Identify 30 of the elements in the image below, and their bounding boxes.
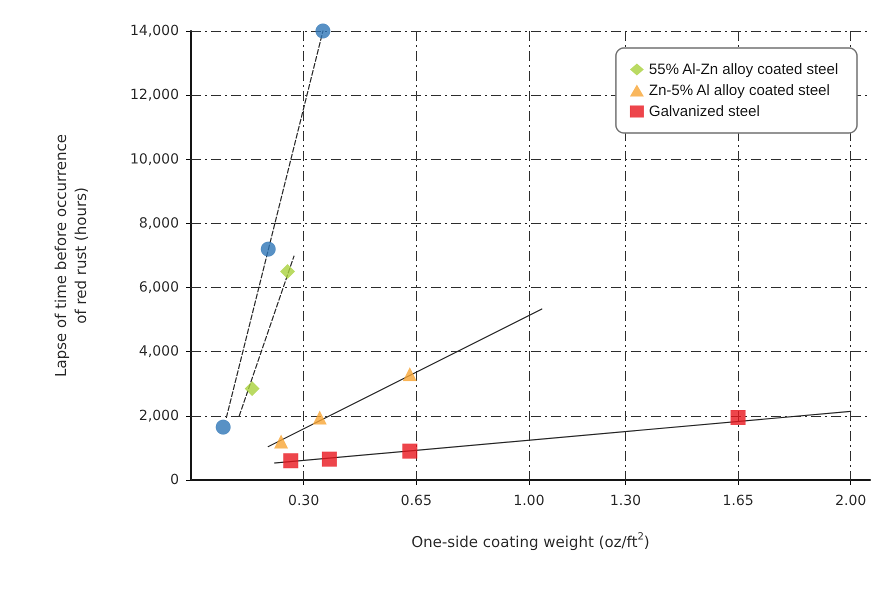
y-tick-label: 6,000	[138, 280, 179, 296]
point	[260, 242, 276, 257]
x-tick-label: 1.65	[722, 493, 754, 509]
y-tick-label: 0	[170, 472, 179, 488]
point	[283, 453, 298, 468]
point	[322, 452, 337, 467]
point	[315, 24, 330, 38]
point	[402, 444, 418, 459]
y-tick-label: 8,000	[138, 215, 179, 232]
y-tick-label: 2,000	[138, 408, 179, 424]
legend-label: Galvanized steel	[648, 103, 760, 120]
x-tick-label: 0.30	[288, 493, 320, 509]
point	[274, 434, 288, 449]
y-tick-label: 12,000	[130, 87, 179, 104]
y-tick-label: 4,000	[138, 344, 179, 360]
point	[244, 381, 260, 396]
point	[216, 420, 231, 435]
x-tick-label: 2.00	[835, 493, 866, 509]
point	[402, 367, 417, 382]
x-tick-label: 1.30	[610, 493, 642, 509]
y-tick-label: 10,000	[130, 151, 179, 168]
y-axis-title: Lapse of time before occurrence of red rust (hours)	[52, 134, 90, 377]
point	[312, 410, 327, 424]
legend-label: 55% Al-Zn alloy coated steel	[648, 61, 838, 78]
x-tick-label: 1.00	[513, 493, 544, 509]
legend-label: Zn-5% Al alloy coated steel	[648, 82, 830, 99]
y-tick-label: 14,000	[130, 23, 179, 39]
point	[280, 264, 296, 280]
point	[730, 410, 746, 425]
x-tick-label: 0.65	[400, 493, 432, 509]
